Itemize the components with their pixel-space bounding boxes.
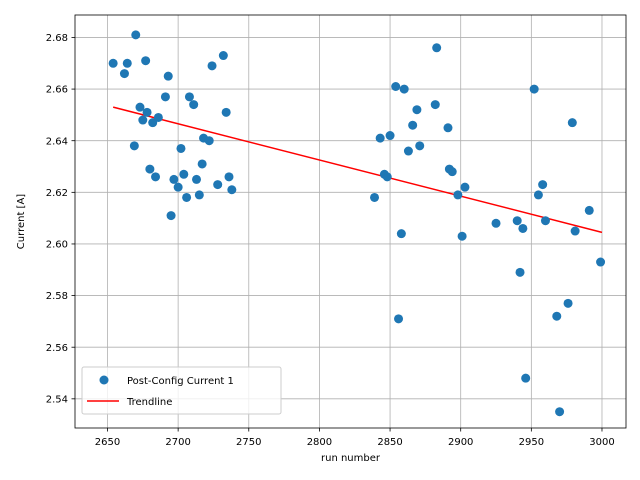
axis-ticks: 2650 2700 2750 2800 2850 2900 2950 3000 2.54 2.56… [46, 33, 615, 448]
x-tick-label: 2850 [377, 437, 402, 448]
data-point [399, 84, 409, 94]
data-point [184, 92, 194, 102]
data-point [122, 58, 132, 68]
data-point [375, 133, 385, 143]
plot-frame [74, 14, 627, 429]
data-point [142, 107, 152, 117]
x-tick-label: 3000 [589, 437, 614, 448]
x-tick-label: 2950 [519, 437, 544, 448]
data-point [394, 314, 404, 324]
data-point [515, 267, 525, 277]
x-tick-label: 2750 [236, 437, 261, 448]
data-point [138, 115, 148, 125]
legend: Post-Config Current 1 Trendline [81, 366, 282, 415]
x-tick-label: 2650 [95, 437, 120, 448]
data-point [453, 190, 463, 200]
data-point [119, 69, 129, 79]
data-point [412, 105, 422, 115]
data-point [567, 118, 577, 128]
data-point [179, 169, 189, 179]
y-axis-label: Current [A] [16, 194, 27, 249]
data-point [457, 231, 467, 241]
y-tick-label: 2.66 [46, 85, 68, 96]
y-tick-label: 2.58 [46, 291, 68, 302]
data-point [396, 229, 406, 239]
y-tick-label: 2.64 [46, 136, 68, 147]
data-point [563, 298, 573, 308]
data-point [533, 190, 543, 200]
data-point [224, 172, 234, 182]
trendline-layer [112, 106, 603, 234]
legend-box [81, 366, 282, 415]
data-point [538, 180, 548, 190]
trendline [112, 106, 603, 234]
data-point [163, 71, 173, 81]
data-point [194, 190, 204, 200]
data-point [213, 180, 223, 190]
legend-marker-post-config-current [99, 375, 109, 385]
data-point [460, 182, 470, 192]
legend-label-post-config-current: Post-Config Current 1 [127, 376, 234, 387]
x-tick-label: 2900 [448, 437, 473, 448]
data-point [555, 407, 565, 417]
data-point [443, 123, 453, 133]
data-point [370, 192, 380, 202]
y-tick-label: 2.60 [46, 240, 68, 251]
data-point [491, 218, 501, 228]
data-point [552, 311, 562, 321]
data-point [173, 182, 183, 192]
data-point [540, 216, 550, 226]
data-point [584, 205, 594, 215]
data-point [227, 185, 237, 195]
data-point [447, 167, 457, 177]
data-point [385, 131, 395, 141]
data-point [432, 43, 442, 53]
y-tick-label: 2.54 [46, 394, 68, 405]
y-tick-label: 2.62 [46, 188, 68, 199]
data-point [512, 216, 522, 226]
x-tick-label: 2800 [307, 437, 332, 448]
data-point [192, 174, 202, 184]
data-point [382, 172, 392, 182]
data-point [518, 223, 528, 233]
data-point [403, 146, 413, 156]
data-point [415, 141, 425, 151]
legend-label-trendline: Trendline [126, 397, 172, 408]
data-point [529, 84, 539, 94]
data-point [570, 226, 580, 236]
data-point [596, 257, 606, 267]
data-point [521, 373, 531, 383]
data-point [169, 174, 179, 184]
data-point [166, 211, 176, 221]
data-point [176, 143, 186, 153]
data-point [430, 100, 440, 110]
data-point [135, 102, 145, 112]
y-tick-label: 2.56 [46, 343, 68, 354]
data-point [182, 192, 192, 202]
x-axis-label: run number [321, 453, 381, 464]
data-point [108, 58, 118, 68]
y-tick-label: 2.68 [46, 33, 68, 44]
data-point [145, 164, 155, 174]
data-point [221, 107, 231, 117]
data-point [153, 112, 163, 122]
data-point [131, 30, 141, 40]
data-point [408, 120, 418, 130]
x-tick-label: 2700 [165, 437, 190, 448]
data-point [204, 136, 214, 146]
data-point [151, 172, 161, 182]
data-point [218, 51, 228, 61]
data-point [207, 61, 217, 71]
data-point [141, 56, 151, 66]
data-point [160, 92, 170, 102]
data-point [197, 159, 207, 169]
data-point [391, 82, 401, 92]
data-point [129, 141, 139, 151]
data-point [189, 100, 199, 110]
scatter-points [108, 30, 606, 417]
